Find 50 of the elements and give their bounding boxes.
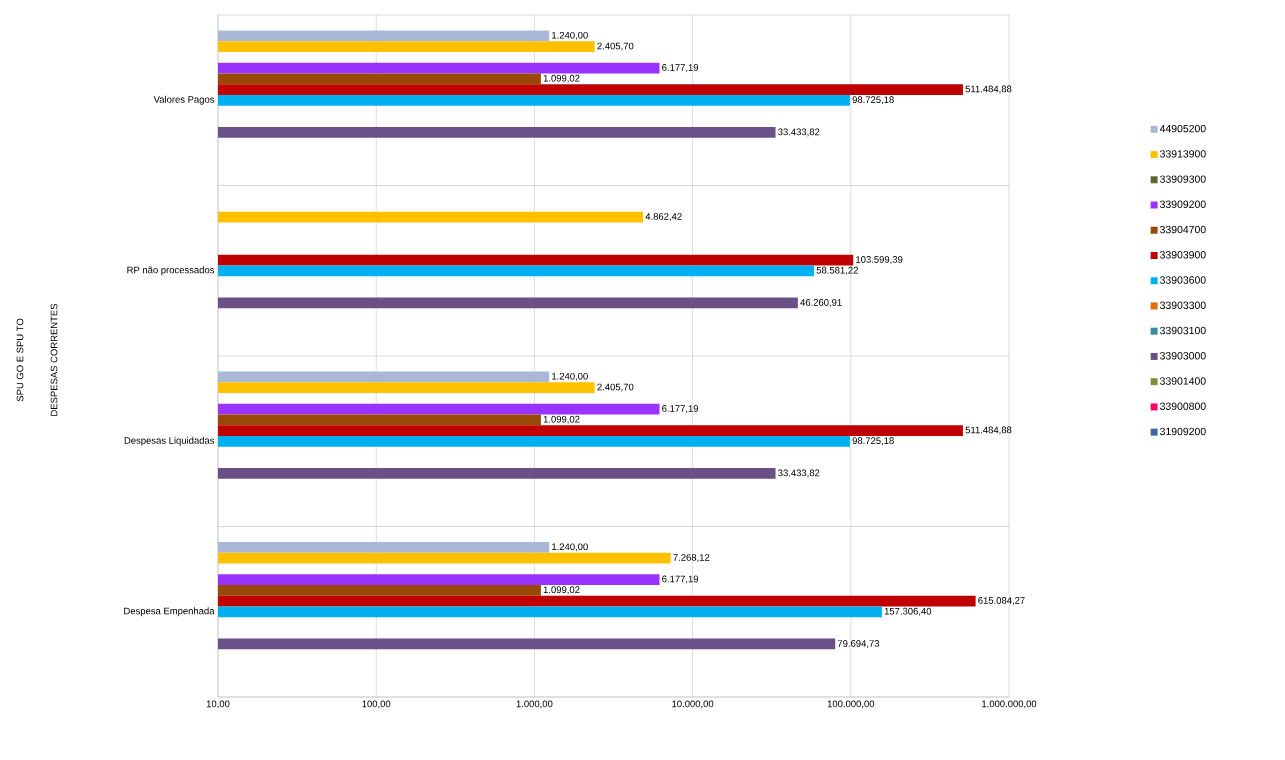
- legend-label: 33909300: [1159, 175, 1206, 183]
- legend-label: 31909200: [1159, 427, 1206, 436]
- data-label: 1.099,02: [543, 415, 580, 424]
- legend-label: 33903000: [1159, 352, 1206, 360]
- data-label: 79.694,73: [837, 640, 880, 648]
- legend-label: 33901400: [1159, 377, 1206, 385]
- data-label: 1.240,00: [552, 543, 588, 552]
- y-tick-label: Despesa Empenhada: [124, 607, 215, 617]
- x-tick-label: 1.000.000,00: [982, 700, 1037, 709]
- x-tick-label: 10,00: [206, 700, 230, 709]
- legend-label: 33913900: [1159, 150, 1206, 158]
- data-label: 6.177,19: [662, 575, 699, 584]
- y-tick-label: Despesas Liquidadas: [124, 436, 215, 446]
- data-label: 2.405,70: [597, 383, 634, 392]
- data-label: 1.099,02: [543, 586, 580, 595]
- legend-label: 33904700: [1159, 225, 1206, 234]
- legend-label: 33900800: [1159, 402, 1206, 410]
- data-label: 1.099,02: [543, 74, 580, 83]
- y-tick-label: Valores Pagos: [153, 95, 215, 105]
- legend-label: 33903100: [1159, 326, 1206, 335]
- legend-label: 33903600: [1159, 276, 1206, 284]
- legend-label: 44905200: [1159, 124, 1206, 133]
- legend-label: 33909200: [1159, 200, 1206, 209]
- data-label: 157.306,40: [884, 607, 932, 616]
- data-label: 511.484,88: [965, 426, 1012, 435]
- x-tick-label: 10.000,00: [672, 700, 714, 709]
- y-tick-label: RP não processados: [127, 266, 215, 276]
- data-label: 33.433,82: [778, 469, 820, 478]
- data-label: 103.599,39: [856, 256, 903, 264]
- x-tick-label: 1.000,00: [516, 700, 553, 709]
- data-label: 33.433,82: [778, 128, 820, 137]
- text: SPU GO E SPU TO: [16, 318, 24, 402]
- data-label: 6.177,19: [662, 64, 699, 72]
- data-label: 46.260,91: [800, 299, 842, 307]
- text: DESPESAS CORRENTES: [50, 303, 58, 416]
- data-label: 511.484,88: [965, 85, 1012, 94]
- data-label: 615.084,27: [978, 597, 1025, 605]
- data-label: 2.405,70: [597, 42, 634, 51]
- x-tick-label: 100.000,00: [827, 700, 875, 709]
- x-tick-label: 100,00: [362, 700, 391, 709]
- data-label: 1.240,00: [552, 31, 588, 40]
- data-label: 58.581,22: [816, 266, 858, 275]
- data-label: 1.240,00: [552, 372, 588, 381]
- legend-label: 33903300: [1159, 301, 1206, 309]
- legend-label: 33903900: [1159, 251, 1206, 259]
- data-label: 98.725,18: [852, 437, 894, 446]
- data-label: 4.862,42: [645, 213, 682, 221]
- data-label: 98.725,18: [852, 96, 894, 105]
- data-label: 6.177,19: [662, 405, 699, 413]
- data-label: 7.268,12: [673, 554, 710, 562]
